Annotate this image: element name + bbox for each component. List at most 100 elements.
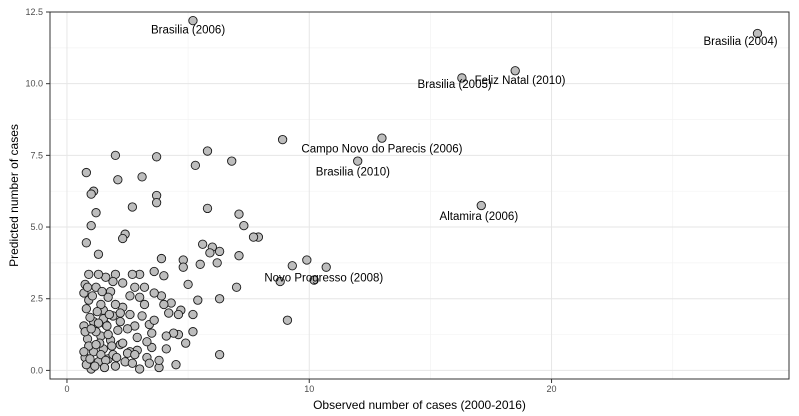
data-point [125,309,135,320]
data-point [197,239,208,249]
data-point [134,364,145,374]
data-point [353,156,363,166]
data-point [127,269,138,279]
data-point [127,202,138,212]
y-tick-label: 0.0 [30,365,43,375]
data-point [321,262,331,272]
data-points [79,15,763,374]
data-point [193,295,203,305]
data-point [104,309,115,320]
data-point [107,341,117,351]
data-point [118,233,128,244]
data-point [139,299,150,310]
data-point [85,354,95,364]
data-point [234,251,244,261]
data-point [130,282,140,292]
data-point [234,209,244,219]
data-point [151,198,162,208]
data-point [118,338,128,348]
y-tick-label: 2.5 [30,294,43,304]
data-point [277,134,288,145]
data-point [91,339,101,350]
data-point [173,309,184,320]
data-point [86,189,96,199]
point-annotation: Novo Progresso (2008) [264,273,383,285]
data-point [457,73,467,83]
data-point [227,156,237,166]
data-point [91,208,101,218]
data-point [97,286,107,297]
data-point [231,282,242,292]
data-point [214,246,225,257]
data-point [102,321,112,331]
data-point [84,269,94,279]
data-point [164,308,174,318]
point-annotation: Altamira (2006) [440,211,519,223]
data-point [93,249,104,259]
data-point [188,309,198,320]
data-point [85,312,95,323]
data-point [156,253,167,264]
data-point [81,304,91,314]
data-point [93,269,104,279]
data-point [154,355,164,366]
data-point [287,261,297,271]
data-point [110,361,121,371]
data-point [214,349,225,360]
data-point [171,360,181,370]
data-point [282,315,293,325]
data-point [118,278,128,288]
data-point [137,311,147,321]
data-point [510,66,520,76]
data-point [96,299,106,310]
data-point [161,344,171,354]
x-axis: 0 10 20 [64,379,557,394]
data-point [115,317,125,327]
data-point [202,146,213,156]
y-axis: 0.0 2.5 5.0 7.5 10.0 12.5 [25,7,50,375]
data-point [181,338,191,348]
y-tick-label: 12.5 [25,7,43,17]
data-point [108,276,118,287]
data-point [93,318,104,328]
data-point [82,282,93,292]
y-tick-label: 5.0 [30,222,43,232]
data-point [125,291,135,301]
data-point [752,28,763,39]
data-point [377,133,387,143]
data-point [113,175,123,185]
point-annotation: Brasilia (2010) [316,167,390,179]
data-point [130,349,140,360]
data-point [188,327,198,337]
data-point [113,325,123,335]
data-point [139,282,150,292]
point-annotation: Campo Novo do Parecis (2006) [301,144,462,156]
data-point [86,324,96,334]
data-point [132,332,142,343]
data-point [190,160,201,171]
data-point [159,299,169,310]
data-point [144,358,154,368]
point-annotation: Brasilia (2006) [151,25,225,37]
annotations: Brasilia (2006) Brasilia (2004) Feliz Nata… [151,25,778,285]
data-point [302,255,312,265]
data-point [99,362,110,373]
data-point [79,347,89,357]
data-point [183,279,193,290]
point-annotation: Brasilia (2004) [703,36,777,48]
y-axis-title: Predicted number of cases [7,124,21,267]
y-tick-label: 10.0 [25,79,43,89]
point-annotation: Brasilia (2005) [418,79,492,91]
point-annotation: Feliz Natal (2010) [475,75,566,87]
data-point [195,259,205,269]
data-point [110,299,121,310]
data-point [134,292,145,302]
data-point [127,358,138,368]
data-point [178,262,188,272]
data-point [122,324,133,334]
data-point [149,266,159,277]
data-point [103,292,113,302]
data-point [110,150,121,161]
